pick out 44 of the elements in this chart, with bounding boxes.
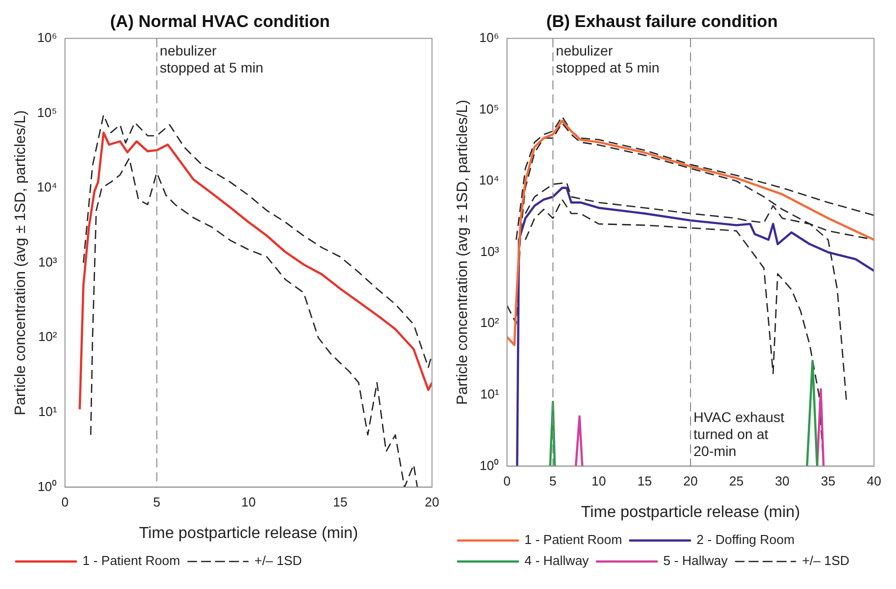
legend-label: 2 - Doffing Room [696,532,795,548]
x-tick-label: 5 [153,494,160,510]
x-tick-label: 35 [820,474,836,489]
y-tick-label: 10⁶ [37,30,58,45]
y-tick-label: 10⁵ [479,101,500,116]
y-tick-label: 10¹ [38,404,58,419]
x-tick-label: 20 [683,474,698,489]
x-tick-label: 40 [866,474,882,489]
legend-label: +/– 1SD [254,553,302,568]
x-tick-label: 15 [333,494,348,510]
ref-line-label: nebulizer stopped at 5 min [160,42,264,76]
legend-label: 5 - Hallway [663,553,728,568]
y-tick-label: 10² [38,329,58,344]
chart-title: (B) Exhaust failure condition [546,12,778,31]
y-axis-title: Particle concentration (avg ± 1SD, particles/L) [454,100,472,405]
y-tick-label: 10⁰ [480,458,500,473]
x-tick-label: 10 [241,494,256,510]
ref-line-label: HVAC exhaust turned on at 20-min [694,409,784,460]
x-axis-title: Time postparticle release (min) [139,524,358,542]
x-tick-label: 30 [775,474,790,489]
x-tick-label: 25 [729,474,744,489]
y-tick-label: 10⁵ [37,104,58,120]
x-tick-label: 10 [592,474,606,489]
y-tick-label: 10⁶ [479,30,500,45]
chart-title: (A) Normal HVAC condition [110,12,330,31]
y-tick-label: 10⁴ [479,172,500,188]
legend-label: +/– 1SD [802,553,850,568]
legend-label: 1 - Patient Room [524,532,622,548]
y-tick-label: 10² [480,315,500,330]
y-tick-label: 10⁴ [37,180,58,195]
legend-label: 4 - Hallway [524,553,590,568]
legend-label: 1 - Patient Room [82,553,180,568]
y-tick-label: 10¹ [480,386,500,402]
x-tick-label: 0 [61,494,69,510]
x-tick-label: 20 [424,494,440,510]
y-tick-label: 10³ [38,254,58,270]
x-tick-label: 5 [549,474,557,489]
y-tick-label: 10³ [480,244,500,259]
x-tick-label: 0 [503,474,511,489]
ref-line-label: nebulizer stopped at 5 min [556,42,660,76]
y-axis-title: Particle concentration (avg ± 1SD, particles/L) [12,110,30,416]
x-axis-title: Time postparticle release (min) [581,504,800,521]
y-tick-label: 10⁰ [38,478,58,494]
x-tick-label: 15 [637,474,652,489]
